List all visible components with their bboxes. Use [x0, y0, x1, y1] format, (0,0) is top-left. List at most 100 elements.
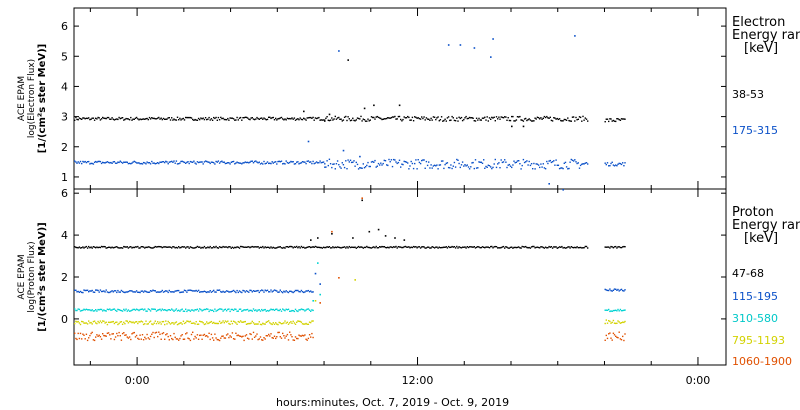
data-point	[197, 161, 200, 164]
data-point	[134, 246, 137, 248]
proton-legend-subtitle: Energy ran	[732, 218, 800, 233]
data-point	[189, 116, 192, 119]
data-point	[110, 161, 112, 164]
proton-legend-title: Proton	[732, 205, 774, 220]
data-point	[479, 247, 481, 249]
data-point	[252, 331, 255, 334]
data-point	[301, 291, 304, 293]
data-point	[478, 161, 480, 163]
data-point	[176, 323, 179, 326]
data-point	[264, 308, 266, 311]
data-point	[291, 161, 293, 163]
data-point	[611, 321, 613, 324]
data-point	[410, 160, 412, 163]
data-point	[611, 246, 613, 248]
data-point	[570, 158, 572, 161]
data-point	[148, 338, 151, 340]
data-point	[121, 247, 124, 249]
data-point	[268, 310, 270, 312]
data-point	[332, 246, 334, 248]
data-point	[104, 162, 106, 164]
data-point	[403, 246, 405, 248]
data-point	[501, 246, 504, 248]
data-point	[192, 161, 194, 163]
data-point	[111, 309, 113, 311]
data-point	[619, 119, 622, 121]
data-point	[237, 162, 239, 164]
data-point	[160, 161, 162, 163]
data-point	[98, 291, 100, 293]
data-point	[449, 246, 451, 249]
data-point	[173, 118, 175, 120]
data-point	[111, 162, 113, 164]
data-point	[81, 338, 83, 340]
data-point	[161, 161, 163, 163]
data-point	[82, 291, 84, 294]
data-point	[273, 335, 276, 337]
data-point	[446, 162, 449, 164]
data-point	[613, 309, 616, 312]
data-point	[127, 337, 130, 339]
data-point	[468, 168, 471, 170]
data-point	[567, 168, 569, 170]
data-point	[318, 162, 320, 164]
data-point	[118, 322, 120, 325]
data-point	[76, 162, 78, 164]
data-point	[445, 162, 447, 165]
data-point	[130, 321, 132, 323]
data-point	[387, 164, 389, 167]
data-point	[440, 246, 443, 249]
data-point	[409, 119, 411, 121]
data-point	[606, 118, 609, 120]
data-point	[431, 246, 433, 248]
data-point	[185, 321, 187, 324]
data-point	[121, 290, 124, 293]
data-point	[428, 246, 430, 248]
data-point	[138, 162, 140, 164]
data-point	[83, 289, 85, 291]
data-point	[235, 246, 237, 249]
data-point	[604, 288, 606, 291]
data-point	[618, 162, 620, 165]
data-point	[550, 246, 553, 248]
data-point	[164, 161, 166, 164]
data-point	[300, 321, 303, 323]
data-point	[151, 117, 153, 119]
data-point	[188, 162, 190, 165]
data-point	[369, 247, 371, 249]
data-point	[572, 116, 575, 118]
data-point	[130, 163, 132, 165]
data-point	[622, 289, 624, 292]
data-point	[382, 246, 384, 248]
data-point	[236, 310, 238, 312]
data-point	[511, 166, 513, 169]
data-point	[410, 119, 412, 121]
data-point	[220, 337, 222, 339]
proton-range-795-1193: 795-1193	[732, 334, 785, 347]
data-point	[147, 337, 149, 339]
data-point	[275, 247, 277, 249]
data-point	[194, 118, 196, 121]
data-point	[210, 118, 213, 120]
data-point	[366, 245, 368, 248]
data-point	[616, 336, 618, 338]
data-point	[250, 160, 252, 162]
data-point	[197, 310, 200, 312]
data-point	[178, 309, 180, 311]
data-point	[262, 309, 264, 312]
data-point	[498, 162, 500, 164]
data-point	[551, 247, 554, 249]
data-point	[372, 116, 374, 119]
data-point	[147, 308, 149, 310]
data-point	[300, 245, 303, 248]
data-point	[387, 117, 389, 119]
data-point	[153, 308, 155, 310]
data-point	[176, 338, 179, 340]
data-point	[151, 308, 153, 310]
data-point	[271, 309, 273, 311]
data-point	[213, 289, 215, 292]
data-point	[284, 118, 286, 120]
data-point	[307, 289, 310, 292]
data-point	[307, 308, 310, 310]
data-point	[90, 309, 92, 312]
